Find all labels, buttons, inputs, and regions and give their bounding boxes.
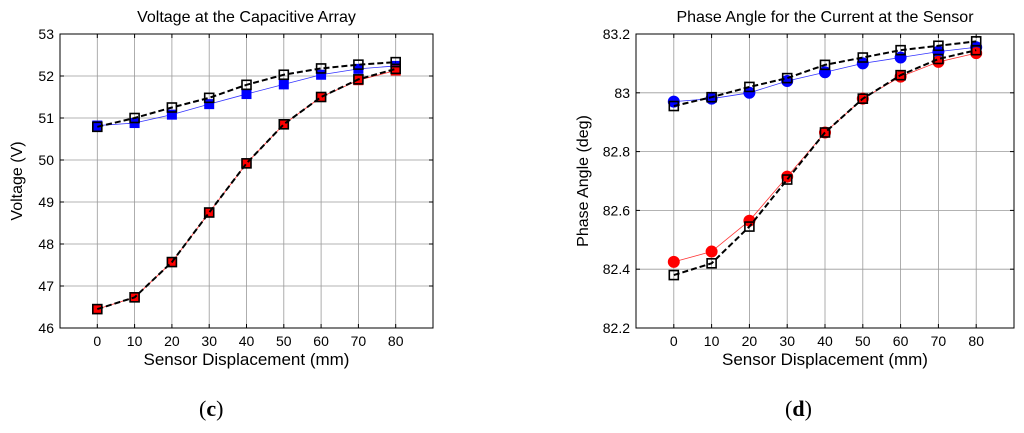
panel-label-d-letter: d xyxy=(792,396,805,421)
x-tick-label: 20 xyxy=(164,333,180,349)
data-point xyxy=(204,99,215,110)
x-tick-label: 70 xyxy=(931,333,947,349)
y-tick-label: 50 xyxy=(38,152,54,168)
x-tick-label: 10 xyxy=(704,333,720,349)
y-tick-label: 82.8 xyxy=(603,144,630,160)
data-point xyxy=(706,258,717,269)
series-line xyxy=(96,67,396,311)
panel-label-c: (c) xyxy=(199,396,224,421)
x-tick-label: 80 xyxy=(388,333,404,349)
data-point xyxy=(781,72,793,84)
data-point xyxy=(353,59,364,70)
data-point xyxy=(668,269,680,281)
y-tick-label: 47 xyxy=(38,278,54,294)
data-point xyxy=(315,63,327,74)
y-tick-label: 82.4 xyxy=(603,261,630,277)
x-tick-label: 0 xyxy=(93,333,101,349)
data-point xyxy=(92,121,103,133)
series-4 xyxy=(668,44,982,281)
y-tick-label: 82.6 xyxy=(603,202,630,218)
series-line xyxy=(673,49,977,277)
x-tick-label: 30 xyxy=(201,333,217,349)
y-tick-label: 52 xyxy=(38,68,54,84)
data-point xyxy=(166,102,178,113)
chart-title: Phase Angle for the Current at the Senso… xyxy=(676,9,974,26)
y-tick-label: 46 xyxy=(38,320,54,336)
y-tick-label: 53 xyxy=(38,26,54,42)
y-tick-label: 48 xyxy=(38,236,54,252)
x-tick-label: 70 xyxy=(351,333,367,349)
data-point xyxy=(970,44,982,56)
data-point xyxy=(166,256,178,268)
data-point xyxy=(278,119,290,130)
data-point xyxy=(667,255,680,268)
x-tick-label: 60 xyxy=(313,333,329,349)
data-point xyxy=(203,92,215,104)
data-point xyxy=(895,44,906,56)
data-point xyxy=(278,69,290,81)
data-point xyxy=(895,69,906,81)
data-point xyxy=(241,89,252,100)
series-4 xyxy=(92,63,402,315)
data-point xyxy=(92,303,103,315)
data-point xyxy=(705,245,718,258)
data-point xyxy=(933,40,944,52)
x-axis-label: Sensor Displacement (mm) xyxy=(144,350,350,369)
data-point xyxy=(390,56,402,68)
data-point xyxy=(353,74,364,85)
data-point xyxy=(970,47,983,60)
data-point xyxy=(129,292,140,303)
data-point xyxy=(315,91,327,103)
data-point xyxy=(706,91,717,103)
data-point xyxy=(278,79,289,90)
data-point xyxy=(856,57,869,70)
x-tick-label: 40 xyxy=(239,333,255,349)
series-line xyxy=(97,61,396,128)
data-point xyxy=(316,69,327,80)
x-tick-label: 50 xyxy=(276,333,292,349)
x-tick-label: 0 xyxy=(670,333,678,349)
data-point xyxy=(390,63,402,75)
x-tick-label: 40 xyxy=(817,333,833,349)
data-point xyxy=(129,112,140,124)
panel-label-c-letter: c xyxy=(206,396,217,421)
data-point xyxy=(857,93,869,104)
data-point xyxy=(241,158,252,169)
data-point xyxy=(241,79,252,91)
y-tick-label: 51 xyxy=(38,110,54,126)
data-point xyxy=(819,127,831,138)
x-tick-label: 30 xyxy=(779,333,795,349)
voltage-chart: 0 10 20 30 40 50 60 70 80 46 47 48 49 50 51 52 53 Voltage… xyxy=(9,9,434,369)
data-point xyxy=(781,170,794,183)
data-point xyxy=(781,174,793,185)
data-point xyxy=(857,52,869,63)
data-point xyxy=(166,109,177,120)
data-point xyxy=(744,221,755,232)
data-point xyxy=(819,59,831,71)
data-point xyxy=(668,100,680,112)
x-tick-label: 50 xyxy=(855,333,871,349)
y-tick-label: 83.2 xyxy=(603,26,630,42)
panel-label-d: (d) xyxy=(785,396,812,421)
x-axis-label: Sensor Displacement (mm) xyxy=(722,350,928,369)
data-point xyxy=(203,207,215,218)
chart-title: Voltage at the Capacitive Array xyxy=(137,9,356,26)
x-tick-label: 10 xyxy=(127,333,143,349)
data-point xyxy=(933,53,944,65)
data-point xyxy=(781,75,794,88)
x-tick-label: 80 xyxy=(968,333,984,349)
series-3 xyxy=(668,36,982,112)
x-tick-label: 60 xyxy=(893,333,909,349)
series-line xyxy=(673,40,977,108)
data-point xyxy=(744,81,755,93)
y-tick-label: 82.2 xyxy=(603,320,630,336)
phase-chart: 0 10 20 30 40 50 60 70 80 82.2 82.4 82.6 82.8 83 83.2 P… xyxy=(575,9,1015,369)
y-axis-label: Phase Angle (deg) xyxy=(575,115,592,247)
y-tick-label: 49 xyxy=(38,194,54,210)
x-tick-label: 20 xyxy=(742,333,758,349)
y-axis-label: Voltage (V) xyxy=(9,141,26,220)
series-3 xyxy=(92,56,402,133)
y-tick-label: 83 xyxy=(614,85,630,101)
